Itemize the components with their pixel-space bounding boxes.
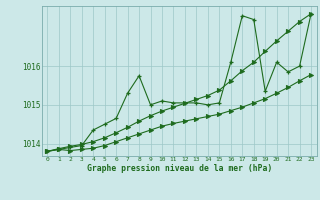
- X-axis label: Graphe pression niveau de la mer (hPa): Graphe pression niveau de la mer (hPa): [87, 164, 272, 173]
